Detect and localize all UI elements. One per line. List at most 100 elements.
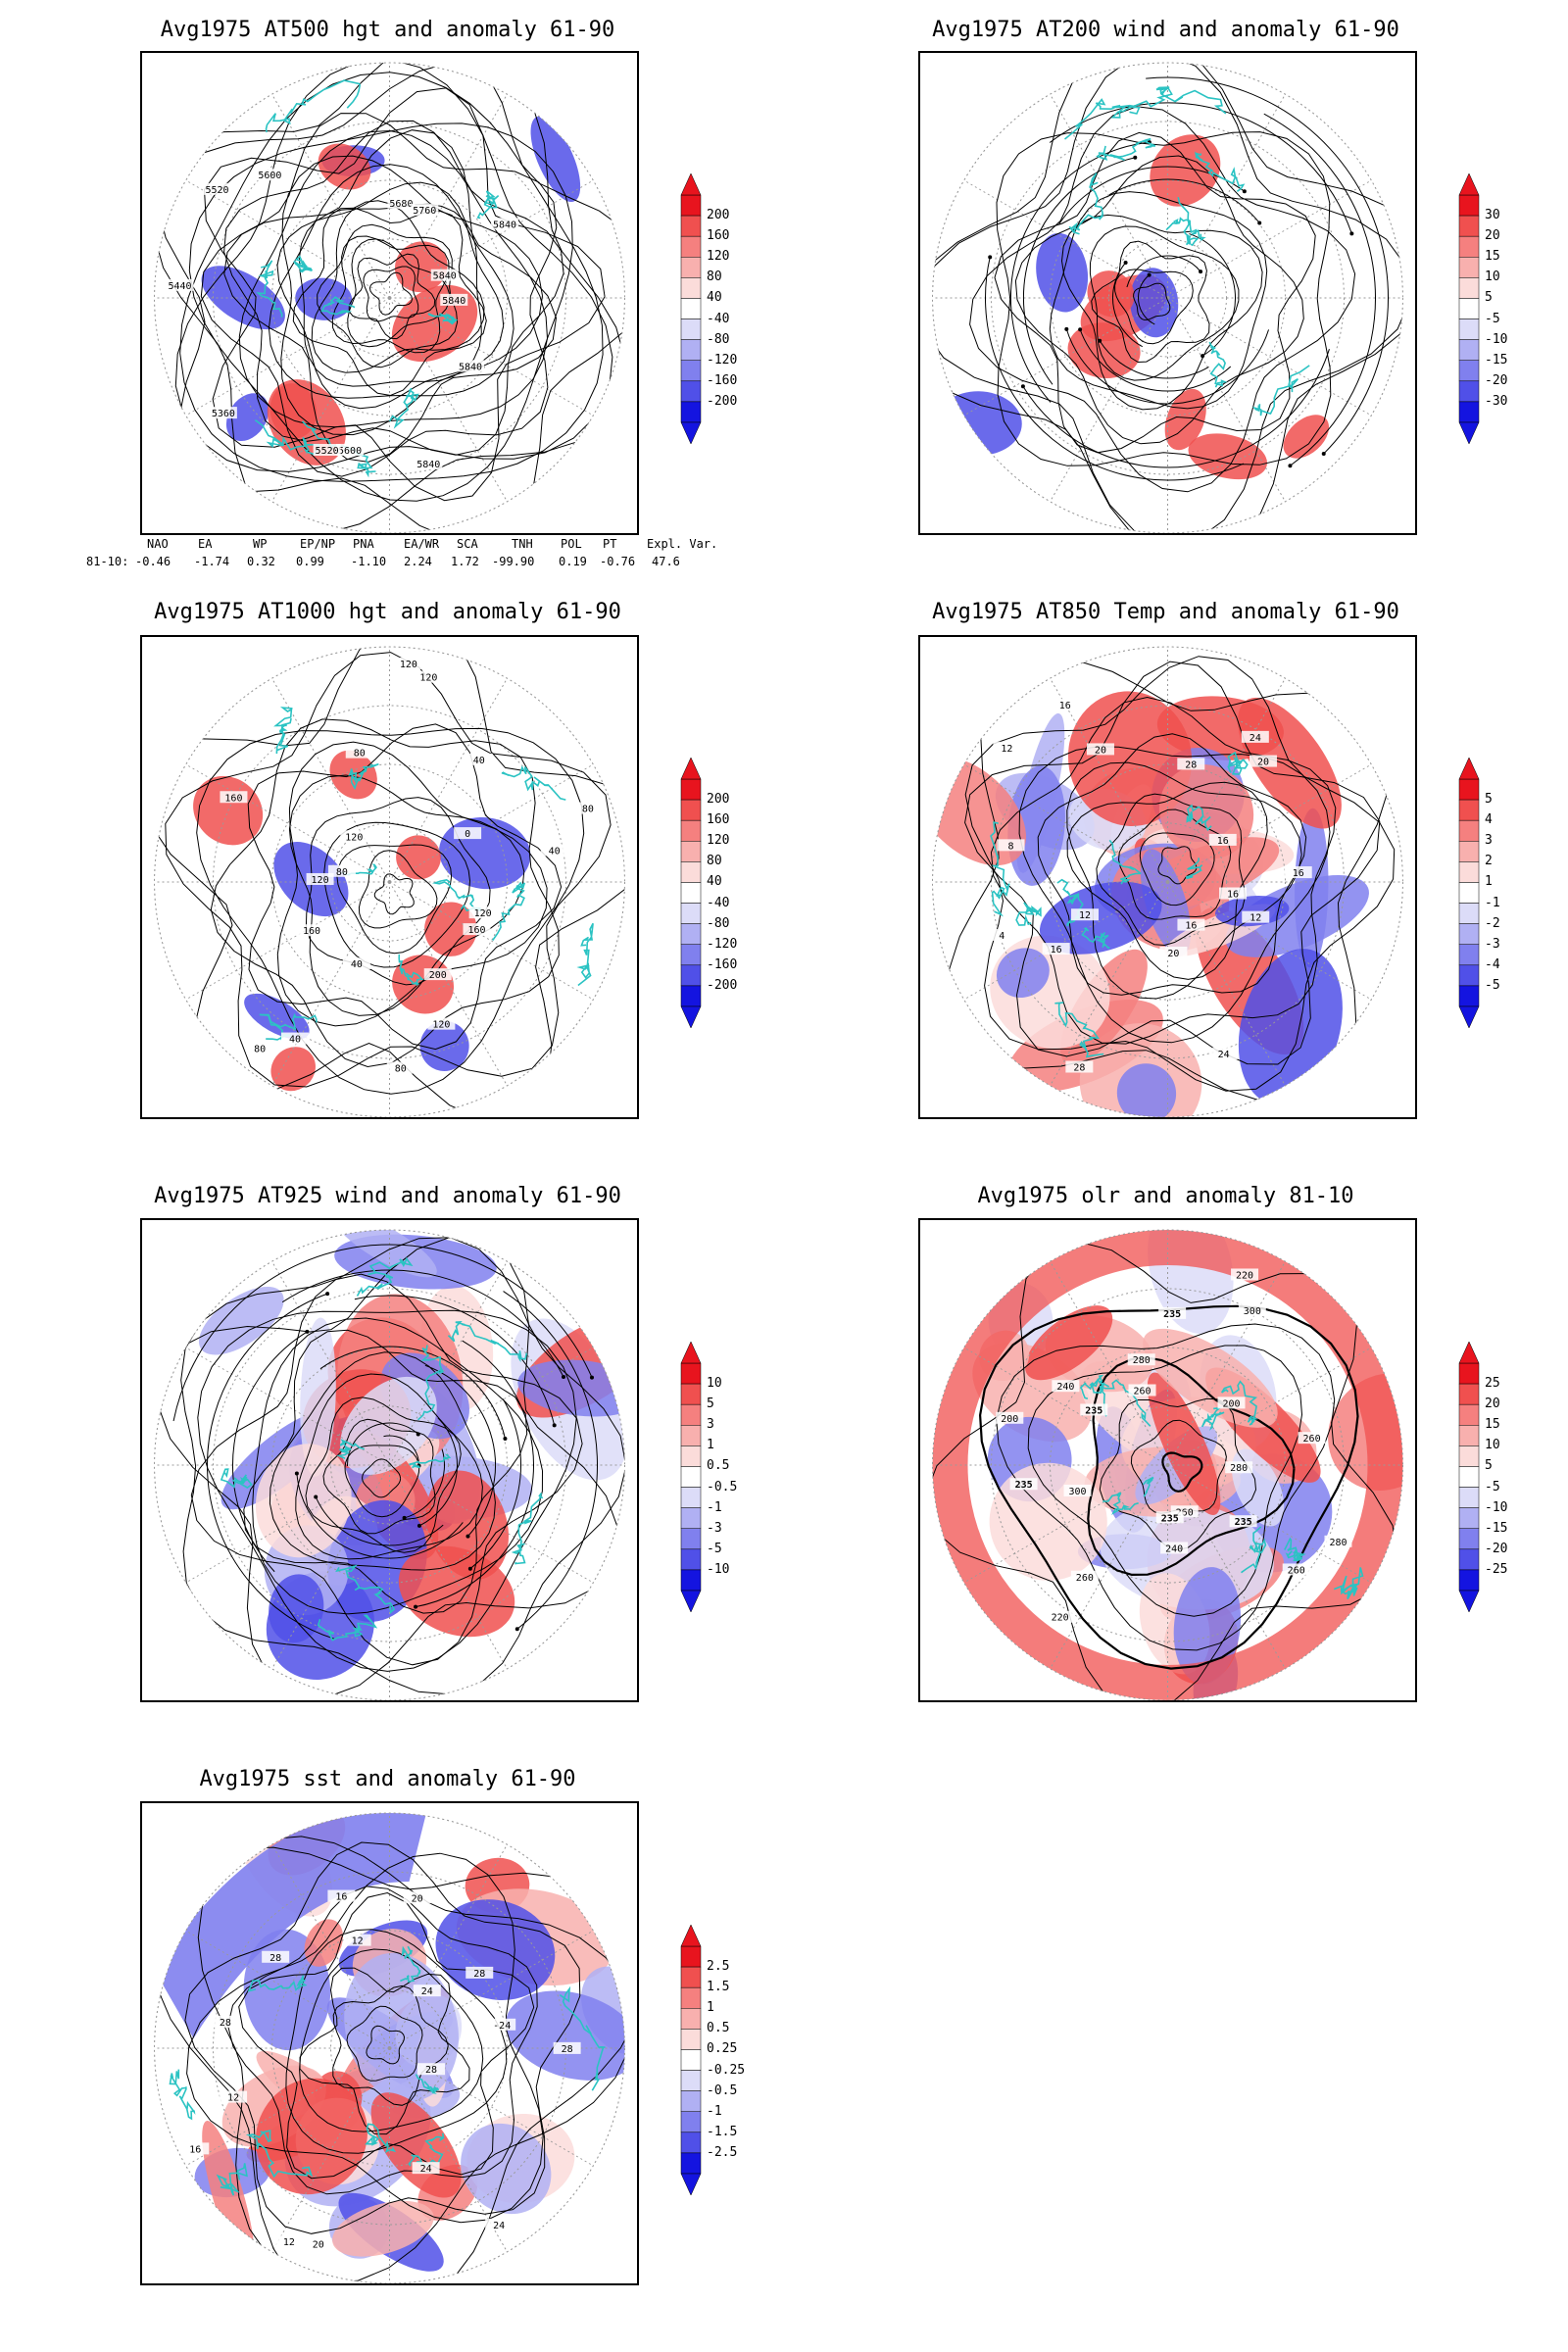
colorbar-swatch <box>680 1362 702 1385</box>
contour-label: 300 <box>1244 1306 1261 1317</box>
colorbar-label: 80 <box>707 270 722 285</box>
colorbar-scale <box>680 1341 702 1613</box>
contour-line <box>180 1237 625 1695</box>
contour-label: 200 <box>1001 1414 1018 1425</box>
colorbar-label: 5 <box>1485 792 1493 808</box>
streamline-arrow <box>467 1566 472 1571</box>
contour-line <box>346 2005 423 2082</box>
colorbar: 200 160 120 80 40 -40 -80 -120 -160 -200 <box>679 172 758 446</box>
colorbar: 2.5 1.5 1 0.5 0.25 -0.25 -0.5 -1 -1.5 -2.5 <box>679 1923 758 2197</box>
contour-label-bg <box>1219 887 1248 900</box>
anomaly-shading <box>530 116 581 203</box>
coastline <box>1241 1526 1267 1574</box>
colorbar-min-arrow <box>1458 1590 1480 1613</box>
contour-label-bg <box>454 827 482 840</box>
map-panel-p2 <box>918 51 1417 535</box>
streamline <box>172 1244 593 1422</box>
contour-line <box>932 63 1403 533</box>
streamline-arrow <box>402 1515 407 1520</box>
contour-label-bg <box>1241 730 1269 743</box>
colorbar-swatch <box>680 861 702 883</box>
streamline-arrow <box>1288 464 1293 468</box>
contour-line <box>1139 832 1215 906</box>
colorbar-label: 80 <box>707 854 722 869</box>
colorbar-swatch <box>1458 235 1480 258</box>
contour-label-bg <box>394 657 422 669</box>
colorbar-swatch <box>680 257 702 278</box>
contour-label: 5520 <box>205 185 228 196</box>
colorbar-label: 160 <box>707 812 730 828</box>
streamline-arrow <box>305 1329 310 1334</box>
contour-label: 235 <box>1085 1405 1102 1416</box>
colorbar-label: 200 <box>707 208 730 223</box>
polar-map: 1201602001208040408016012080160120801201… <box>154 646 625 1117</box>
colorbar-label: -40 <box>707 311 730 326</box>
colorbar-swatch <box>1458 903 1480 924</box>
contour-label-bg <box>1155 1511 1184 1524</box>
contour-label: 300 <box>1068 1487 1086 1497</box>
colorbar-swatch <box>680 1966 702 1988</box>
contour-line <box>197 1836 625 2283</box>
contour-label-bg <box>1158 1306 1187 1319</box>
contour-line <box>210 718 560 1068</box>
contour-label: 28 <box>1185 760 1197 770</box>
contour-label: 28 <box>270 1953 281 1964</box>
anomaly-shading <box>318 143 371 190</box>
colorbar-label: -0.5 <box>707 2082 738 2098</box>
colorbar-swatch <box>680 318 702 340</box>
coastline <box>501 765 566 801</box>
contour-label: 5840 <box>493 220 516 230</box>
teleconnection-header: Expl. Var. <box>647 537 718 551</box>
contour-label-bg <box>488 2018 516 2031</box>
teleconnection-value: 2.24 <box>404 555 432 568</box>
anomaly-shading <box>1087 270 1135 318</box>
anomaly-shading <box>996 948 1050 998</box>
coastline <box>1208 341 1228 388</box>
contour-label-bg <box>1080 1403 1108 1416</box>
colorbar-label: -80 <box>707 331 730 347</box>
colorbar-label: -15 <box>1485 1520 1508 1536</box>
streamline-arrow <box>1020 384 1025 389</box>
contour-label-bg <box>1046 1610 1074 1623</box>
contour-label: 5600 <box>338 446 362 457</box>
contour-label-bg <box>181 2142 210 2155</box>
contour-label: 40 <box>289 1035 301 1046</box>
contour-label-bg <box>1177 758 1205 770</box>
contour-line <box>174 63 613 472</box>
contour-label: 20 <box>412 1893 423 1904</box>
panel-title: Avg1975 AT200 wind and anomaly 61-90 <box>932 18 1399 42</box>
contour-label-bg <box>1209 1048 1238 1060</box>
contour-label: 80 <box>336 867 348 878</box>
contour-label: 120 <box>400 660 417 670</box>
colorbar-swatch <box>1458 318 1480 340</box>
contour-label-bg <box>1070 1570 1099 1583</box>
cold-sst-anomaly <box>154 1813 429 2038</box>
contour-line <box>1117 808 1232 920</box>
colorbar-swatch <box>1458 1569 1480 1592</box>
colorbar-label: -120 <box>707 936 738 952</box>
colorbar-max-arrow <box>680 172 702 196</box>
coastline <box>990 821 1010 917</box>
contour-label: 12 <box>352 1936 364 1947</box>
map-panel-p6: 280 260 235 260 240 235 260 220 300 235 200 235 240 2… <box>918 1218 1417 1702</box>
contour-line <box>1096 793 1246 947</box>
colorbar-label: -5 <box>1485 977 1500 993</box>
contour-label: 240 <box>1056 1382 1074 1393</box>
contour-label: 20 <box>1095 745 1106 756</box>
colorbar-swatch <box>1458 1507 1480 1529</box>
contour-label-bg <box>403 1891 431 1904</box>
contour-label-bg <box>413 1984 441 1997</box>
colorbar-scale <box>680 172 702 445</box>
contour-label: 8 <box>1008 841 1014 852</box>
colorbar-min-arrow <box>680 2173 702 2196</box>
anomaly-shading <box>201 266 285 330</box>
streamline <box>415 1340 534 1608</box>
contour-label-bg <box>203 182 231 195</box>
colorbar-label: 1 <box>1485 874 1493 890</box>
colorbar: 200 160 120 80 40 -40 -80 -120 -160 -200 <box>679 756 758 1030</box>
colorbar-label: 0.5 <box>707 2021 730 2036</box>
streamline <box>281 1269 564 1378</box>
colorbar-label: 4 <box>1485 812 1493 828</box>
teleconnection-value: 0.32 <box>247 555 275 568</box>
colorbar-swatch <box>680 841 702 862</box>
